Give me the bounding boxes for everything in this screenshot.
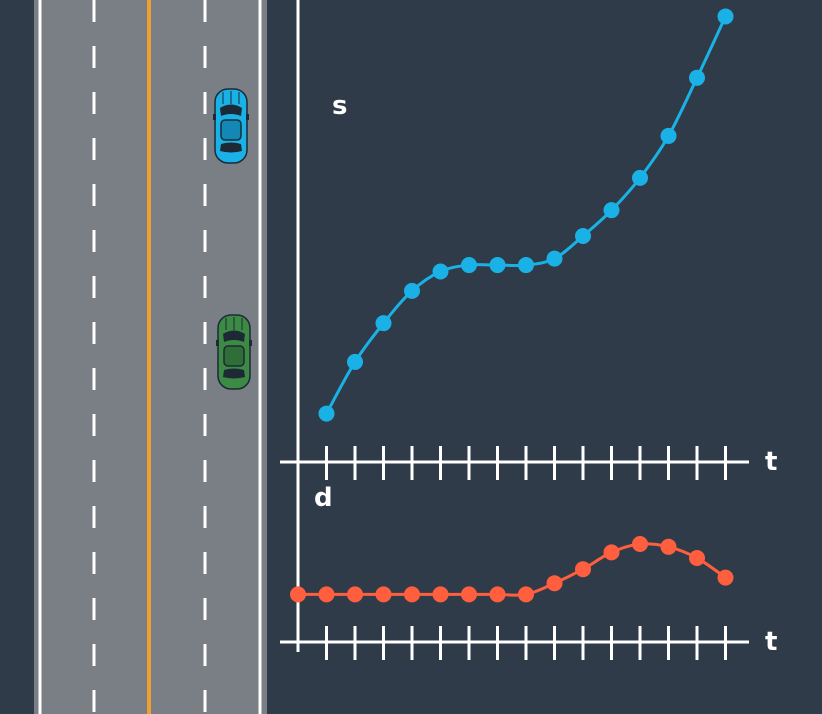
d-curve [298,542,727,597]
d-chart-point [347,586,363,603]
s-curve [325,15,727,415]
s-chart-ticks [325,446,727,480]
s-chart-point [461,257,477,274]
d-chart-point [660,538,677,555]
d-chart-point [489,586,506,603]
s-chart-point [689,69,705,86]
s-chart-t-label: t [765,447,777,477]
d-chart-point [318,586,335,603]
d-chart-point [461,586,477,603]
s-points [318,8,734,422]
d-chart-t-label: t [765,627,777,657]
s-chart-point [404,282,420,299]
s-chart-point [660,127,677,144]
d-chart-point [603,544,620,561]
ego-car-icon [213,88,249,164]
d-chart-point [546,575,563,592]
s-chart-point [603,202,620,219]
d-axis-label: d [314,483,333,513]
s-chart-point [318,405,335,422]
d-chart-point [290,586,306,603]
d-chart-point [632,536,648,552]
d-chart-point [518,586,534,603]
s-chart-point [717,8,734,25]
s-chart-point [518,257,534,274]
d-chart-ticks [325,626,727,660]
s-chart-point [375,315,392,332]
d-chart-point [575,561,591,578]
d-chart-point [689,550,705,566]
s-chart-point [347,353,363,370]
s-axis-label: s [332,91,347,121]
d-chart-point [432,586,449,603]
s-chart-point [575,228,591,244]
d-points [290,536,734,603]
s-chart-point [546,250,563,267]
other-car-icon [216,314,252,390]
d-chart-point [404,586,420,603]
s-chart-point [632,169,648,186]
d-chart: d t [280,474,777,660]
s-chart-point [432,263,449,280]
s-chart-point [489,257,506,274]
s-chart: s t [280,0,777,480]
d-chart-point [717,569,734,586]
d-chart-point [375,586,392,603]
